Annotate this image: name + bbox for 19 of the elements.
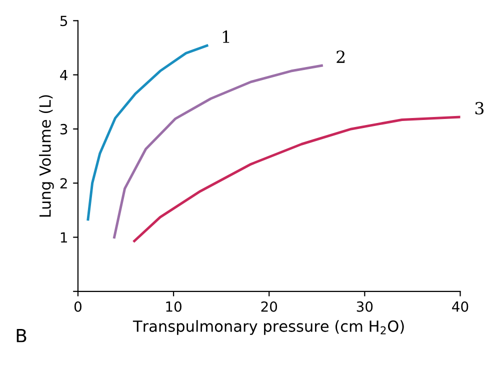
annotation: 2 <box>336 50 345 63</box>
x-tick-label: 20 <box>261 301 278 312</box>
y-tick-label: 3 <box>60 124 68 134</box>
x-tick-label: 30 <box>356 301 373 312</box>
line-series <box>113 64 323 239</box>
y-tick-label: 4 <box>60 70 68 80</box>
x-tick-label: 40 <box>452 301 468 312</box>
annotation: 3 <box>475 102 484 115</box>
y-tick-label: 5 <box>60 16 68 26</box>
annotation: 1 <box>222 30 230 43</box>
y-tick-label: 2 <box>60 178 67 188</box>
x-tick-label: 0 <box>74 301 82 312</box>
y-axis-title: Lung Volume (L) <box>39 95 54 217</box>
line-series <box>86 44 208 221</box>
x-tick-label: 10 <box>166 301 182 312</box>
y-tick-label: 1 <box>60 232 67 243</box>
text: B <box>16 328 26 342</box>
line-series <box>133 116 460 242</box>
x-axis-title: Transpulmonary pressure (cm H$_{2}$O) <box>132 320 404 335</box>
